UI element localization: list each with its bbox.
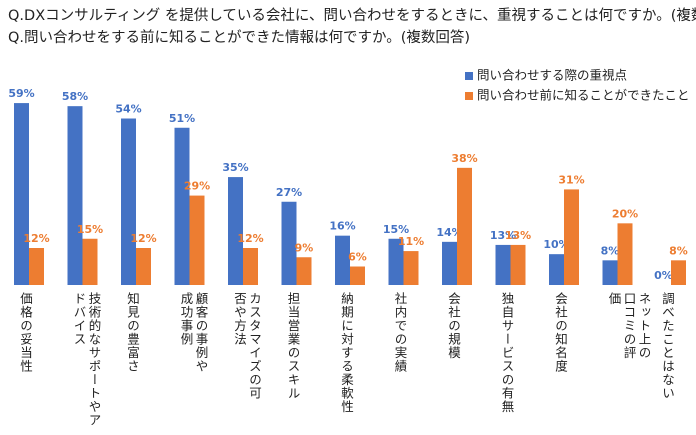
bar [121, 118, 136, 285]
bar [335, 235, 350, 285]
legend-label: 問い合わせする際の重視点 [477, 68, 627, 83]
x-tick-label: カスタマイズの可否や方法 [232, 292, 262, 400]
x-tick-label: 技術的なサポートやアドバイス [71, 292, 102, 427]
bar [671, 260, 686, 285]
x-tick-label: 担当営業のスキル [285, 292, 301, 400]
x-tick-label: 会社の知名度 [553, 292, 568, 373]
value-label: 8% [669, 244, 688, 257]
x-tick-label: 顧客の事例や成功事例 [178, 292, 209, 373]
x-tick-label: 価格の妥当性 [18, 292, 33, 373]
bar [67, 106, 83, 286]
value-label: 9% [295, 241, 314, 254]
legend-swatch [465, 92, 473, 100]
legend-swatch [465, 72, 473, 80]
value-label: 15% [383, 223, 409, 236]
bar [281, 201, 297, 285]
value-label: 58% [62, 90, 88, 103]
bar [403, 251, 419, 285]
bar [549, 254, 564, 285]
value-label: 8% [601, 244, 620, 257]
value-label: 29% [184, 180, 210, 193]
value-label: 14% [436, 226, 462, 239]
bar [602, 260, 618, 285]
value-label: 16% [329, 220, 355, 233]
value-label: 13% [505, 229, 531, 242]
chart-title: Q.DXコンサルティング を提供している会社に、問い合わせをするときに、重視する… [8, 7, 696, 24]
bar [228, 177, 243, 285]
x-tick-label: 社内での実績 [392, 292, 408, 373]
bar [495, 244, 511, 285]
value-label: 12% [237, 232, 263, 245]
value-label: 10% [543, 238, 569, 251]
x-tick-label: 会社の規模 [446, 292, 461, 360]
bar [442, 241, 457, 285]
bar [189, 195, 205, 285]
bar [136, 248, 151, 285]
bar [617, 223, 633, 285]
value-label: 54% [115, 103, 141, 116]
bar [174, 127, 190, 285]
bar [388, 238, 404, 285]
value-label: 59% [8, 87, 34, 100]
bar [243, 248, 258, 285]
bar [564, 189, 579, 285]
x-tick-label: ネット上の口コミの評価 [606, 292, 652, 360]
bar [29, 248, 44, 285]
value-label: 12% [130, 232, 156, 245]
value-label: 51% [169, 112, 195, 125]
legend-label: 問い合わせ前に知ることができたこと [477, 88, 690, 103]
value-label: 38% [451, 152, 477, 165]
bar [296, 257, 312, 285]
x-tick-label: 知見の豊富さ [125, 292, 140, 373]
value-label: 15% [77, 223, 103, 236]
value-label: 6% [348, 251, 367, 264]
value-label: 13% [490, 229, 516, 242]
value-label: 35% [222, 161, 248, 174]
value-label: 12% [23, 232, 49, 245]
bar [350, 266, 365, 285]
value-label: 0% [654, 269, 673, 282]
value-label: 20% [612, 207, 638, 220]
bar [457, 167, 472, 285]
chart-subtitle: Q.問い合わせをする前に知ることができた情報は何ですか。(複数回答) [8, 29, 470, 46]
x-tick-label: 調べたことはない [660, 292, 675, 400]
bar [82, 238, 98, 285]
value-label: 27% [276, 186, 302, 199]
value-label: 31% [558, 173, 584, 186]
x-tick-label: 納期に対する柔軟性 [339, 292, 354, 414]
bar [510, 244, 526, 285]
bar [14, 103, 29, 285]
value-label: 11% [398, 235, 424, 248]
x-tick-label: 独自サービスの有無 [499, 292, 515, 414]
